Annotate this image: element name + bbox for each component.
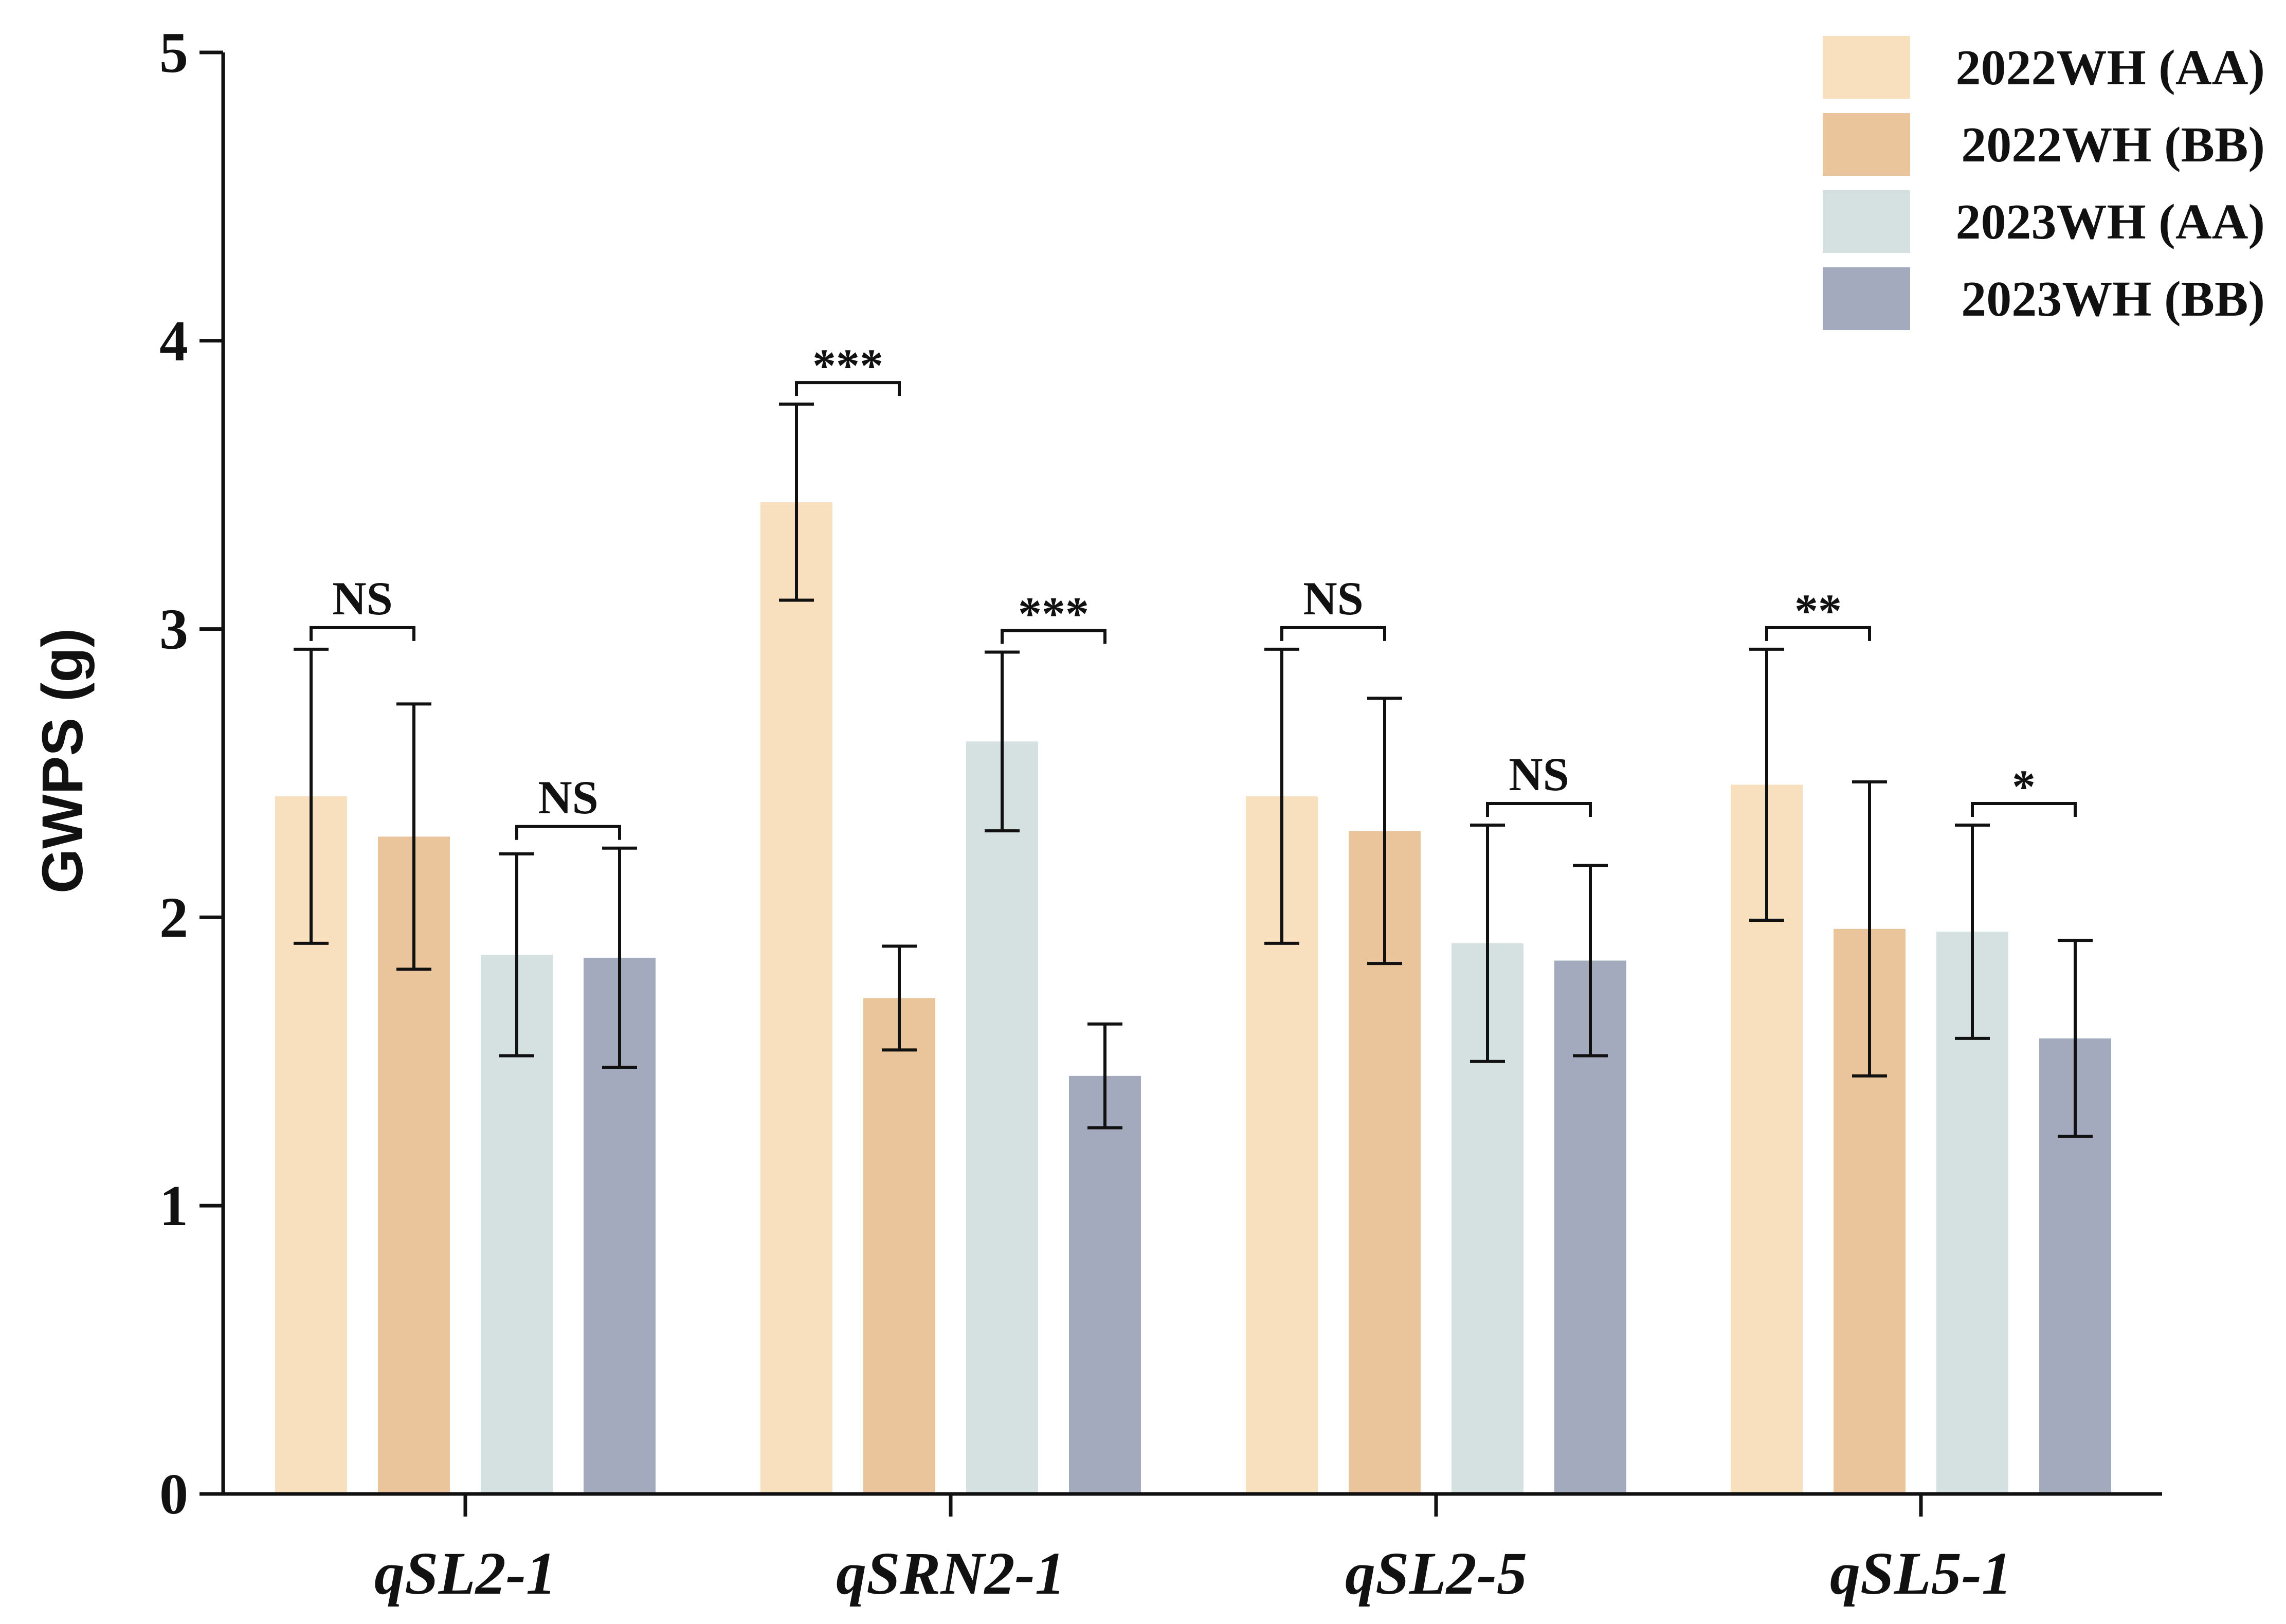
significance-bracket <box>1765 626 1871 641</box>
significance-qsl2-1-2-3: NS <box>515 771 621 840</box>
error-bar-qsl2-1-2023wh-aa <box>499 852 534 1057</box>
significance-qsl2-5-2-3: NS <box>1486 748 1592 817</box>
error-bar-qsrn2-1-2022wh-bb <box>882 944 917 1052</box>
legend-swatch <box>1823 36 1910 99</box>
significance-bracket <box>515 825 621 840</box>
error-bar-qsl5-1-2023wh-aa <box>1955 823 1990 1040</box>
y-tick-label: 3 <box>159 598 188 662</box>
error-bar-qsl5-1-2022wh-aa <box>1749 647 1784 922</box>
legend-swatch <box>1823 190 1910 253</box>
legend-item-2023wh-aa: 2023WH (AA) <box>1823 190 2265 253</box>
y-tick-label: 0 <box>159 1463 188 1526</box>
bar-qsrn2-1-2023wh-bb <box>1069 1075 1141 1494</box>
significance-bracket <box>1971 801 2077 817</box>
bar-qsrn2-1-2023wh-aa <box>966 741 1038 1494</box>
significance-qsl5-1-2-3: * <box>1971 760 2077 817</box>
significance-qsrn2-1-2-3: *** <box>1001 587 1106 644</box>
significance-bracket <box>310 626 415 641</box>
legend: 2022WH (AA) 2022WH (BB) 2023WH (AA) 2023WH … <box>1823 36 2265 330</box>
legend-label: 2022WH (BB) <box>1961 117 2265 173</box>
bar-qsrn2-1-2022wh-aa <box>760 502 832 1494</box>
error-bar-qsl5-1-2022wh-bb <box>1852 780 1887 1078</box>
legend-label: 2023WH (AA) <box>1955 194 2265 250</box>
y-axis-label: GWPS (g) <box>30 628 95 893</box>
legend-swatch <box>1823 267 1910 330</box>
axes: 0 1 2 3 4 5 qSL2-1 qSRN2-1 qSL2-5 qSL5-1 <box>159 21 2162 1607</box>
bar-qsrn2-1-2022wh-bb <box>863 998 935 1494</box>
significance-label: * <box>2012 760 2036 813</box>
significance-label: NS <box>1509 748 1569 800</box>
significance-label: *** <box>1018 587 1089 640</box>
error-bar-qsl2-5-2023wh-aa <box>1470 823 1505 1063</box>
x-tick-label-qsrn2-1: qSRN2-1 <box>836 1540 1065 1607</box>
significance-bracket <box>1486 801 1592 817</box>
legend-swatch <box>1823 113 1910 176</box>
error-bar-qsl2-1-2022wh-bb <box>396 702 431 971</box>
error-bar-qsl2-1-2022wh-aa <box>294 647 329 945</box>
error-bar-qsrn2-1-2023wh-bb <box>1087 1022 1122 1129</box>
significance-bracket <box>1001 629 1106 644</box>
error-bar-qsrn2-1-2023wh-aa <box>985 650 1020 833</box>
significance-label: ** <box>1794 585 1842 637</box>
x-ticks: qSL2-1 qSRN2-1 qSL2-5 qSL5-1 <box>374 1494 2012 1607</box>
legend-item-2022wh-aa: 2022WH (AA) <box>1823 36 2265 99</box>
x-tick-label-qsl5-1: qSL5-1 <box>1830 1540 2012 1607</box>
bars-layer <box>275 502 2111 1494</box>
y-tick-label: 4 <box>159 309 188 373</box>
significance-label: NS <box>1303 572 1364 625</box>
legend-label: 2022WH (AA) <box>1955 40 2265 96</box>
legend-item-2022wh-bb: 2022WH (BB) <box>1823 113 2265 176</box>
significance-bracket <box>1280 626 1386 641</box>
legend-item-2023wh-bb: 2023WH (BB) <box>1823 267 2265 330</box>
y-tick-label: 1 <box>159 1174 188 1238</box>
significance-qsl2-5-0-1: NS <box>1280 572 1386 641</box>
significance-label: NS <box>332 572 393 625</box>
significance-qsl5-1-0-1: ** <box>1765 585 1871 641</box>
error-bar-qsl2-5-2022wh-aa <box>1264 647 1299 945</box>
significance-label: NS <box>538 771 598 824</box>
y-tick-label: 2 <box>159 886 188 950</box>
significance-qsl2-1-0-1: NS <box>310 572 415 641</box>
x-tick-label-qsl2-5: qSL2-5 <box>1345 1540 1527 1607</box>
significance-label: *** <box>812 339 883 392</box>
x-tick-label-qsl2-1: qSL2-1 <box>374 1540 556 1607</box>
y-ticks: 0 1 2 3 4 5 <box>159 21 223 1526</box>
significance-qsrn2-1-0-1: *** <box>795 339 901 396</box>
error-bar-qsl2-1-2023wh-bb <box>602 846 637 1069</box>
significance-bracket <box>795 381 901 396</box>
error-bar-qsl2-5-2023wh-bb <box>1573 864 1608 1057</box>
error-bar-qsrn2-1-2022wh-aa <box>779 403 814 602</box>
error-bar-qsl2-5-2022wh-bb <box>1367 697 1402 965</box>
legend-label: 2023WH (BB) <box>1961 271 2265 327</box>
error-bars-layer <box>294 403 2093 1138</box>
y-tick-label: 5 <box>159 21 188 85</box>
error-bar-qsl5-1-2023wh-bb <box>2058 939 2093 1138</box>
